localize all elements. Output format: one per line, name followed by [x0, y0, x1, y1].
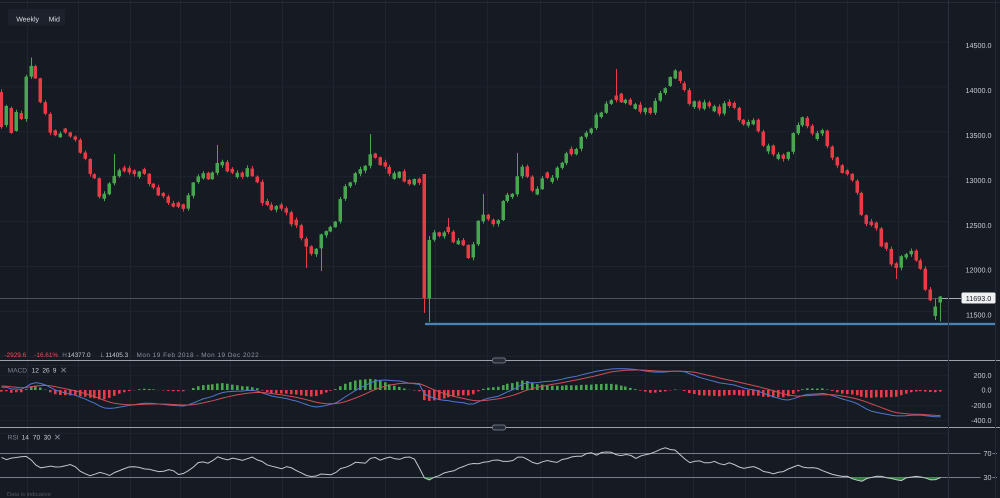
svg-text:11405.3: 11405.3	[106, 352, 129, 359]
svg-text:L: L	[101, 352, 105, 359]
svg-text:RSI: RSI	[8, 434, 19, 441]
svg-text:Weekly: Weekly	[16, 15, 39, 23]
svg-text:Mon 19 Feb 2018 - Mon 19 Dec 2: Mon 19 Feb 2018 - Mon 19 Dec 2022	[137, 352, 260, 359]
svg-text:12: 12	[32, 367, 40, 374]
svg-text:13000.0: 13000.0	[966, 176, 992, 185]
svg-text:70: 70	[984, 449, 992, 458]
svg-text:11500.0: 11500.0	[966, 311, 991, 320]
svg-text:9: 9	[53, 367, 57, 374]
svg-text:14000.0: 14000.0	[966, 86, 992, 95]
svg-text:-400.0: -400.0	[971, 416, 991, 425]
svg-text:13500.0: 13500.0	[966, 131, 992, 140]
svg-text:30: 30	[44, 434, 52, 441]
svg-text:12500.0: 12500.0	[966, 221, 992, 230]
svg-text:-200.0: -200.0	[971, 401, 991, 410]
svg-text:30: 30	[984, 473, 992, 482]
svg-text:-16.61%: -16.61%	[34, 352, 58, 359]
svg-text:14500.0: 14500.0	[966, 41, 992, 50]
svg-text:12000.0: 12000.0	[966, 266, 992, 275]
svg-text:0.0: 0.0	[982, 386, 992, 395]
svg-text:26: 26	[42, 367, 50, 374]
svg-text:-2929.6: -2929.6	[5, 352, 27, 359]
svg-text:14377.0: 14377.0	[68, 352, 92, 359]
svg-text:70: 70	[33, 434, 41, 441]
svg-text:Data is indicative: Data is indicative	[7, 491, 51, 498]
svg-text:H: H	[62, 352, 67, 359]
svg-text:200.0: 200.0	[974, 371, 992, 380]
svg-text:14: 14	[22, 434, 30, 441]
svg-text:MACD: MACD	[8, 367, 28, 374]
svg-text:11693.0: 11693.0	[966, 294, 991, 303]
svg-text:Mid: Mid	[49, 15, 60, 23]
